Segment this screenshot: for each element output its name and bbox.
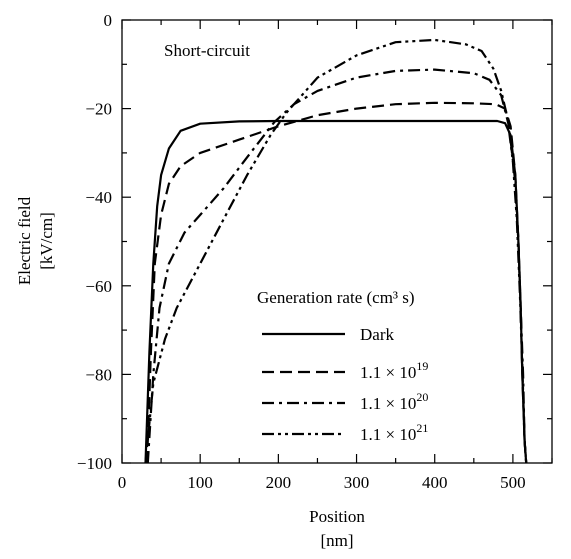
y-tick-label: −40 — [85, 188, 112, 207]
axis-ticks — [121, 19, 553, 464]
y-tick-label: 0 — [104, 11, 113, 30]
legend-label-4: 1.1 × 1021 — [360, 421, 428, 444]
y-tick-label: −20 — [85, 100, 112, 119]
annotation-short-circuit: Short-circuit — [164, 41, 250, 60]
x-axis-title: Position — [309, 507, 365, 526]
y-tick-label: −100 — [77, 454, 112, 473]
y-axis-title: Electric field — [15, 196, 34, 285]
x-tick-label: 300 — [344, 473, 370, 492]
axis-tick-labels: 0 100 200 300 400 500 0 −20 −40 −60 −80 −100 — [77, 11, 526, 492]
plot-frame — [121, 19, 553, 464]
x-tick-label: 200 — [266, 473, 292, 492]
x-axis-unit: [nm] — [320, 531, 353, 550]
legend-label-3: 1.1 × 1020 — [360, 390, 428, 413]
x-tick-label: 500 — [500, 473, 526, 492]
legend-label-exponent: 20 — [416, 390, 428, 404]
legend-label-1: Dark — [360, 325, 394, 344]
legend-label-exponent: 21 — [416, 421, 428, 435]
legend-items: Dark 1.1 × 1019 1.1 × 1020 1.1 × 1021 — [262, 325, 428, 444]
plot-series — [144, 38, 528, 463]
y-tick-label: −60 — [85, 277, 112, 296]
series-line-2 — [145, 101, 528, 463]
legend-title: Generation rate (cm³ s) — [257, 288, 415, 307]
series-line-4 — [144, 38, 528, 463]
x-tick-label: 0 — [118, 473, 127, 492]
x-tick-label: 400 — [422, 473, 448, 492]
legend-label-exponent: 19 — [416, 359, 428, 373]
y-tick-label: −80 — [85, 365, 112, 384]
x-tick-label: 100 — [187, 473, 213, 492]
legend-label-2: 1.1 × 1019 — [360, 359, 428, 382]
y-axis-unit: [kV/cm] — [37, 212, 56, 270]
legend: Generation rate (cm³ s) Dark 1.1 × 1019 1.… — [257, 288, 428, 444]
